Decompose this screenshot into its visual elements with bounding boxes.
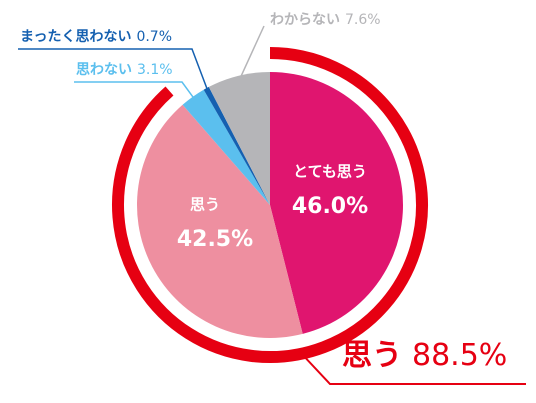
slice-value: 46.0%	[292, 194, 368, 219]
pie-slice	[270, 72, 403, 334]
label-value: 0.7%	[136, 29, 172, 45]
group-ring	[112, 47, 428, 363]
label-name: 思わない	[76, 62, 132, 78]
outside-label: 思わない 3.1%	[76, 62, 173, 78]
leader-line	[18, 48, 209, 93]
label-value: 3.1%	[137, 62, 173, 78]
slice-value: 42.5%	[177, 227, 253, 252]
outside-label: まったく思わない 0.7%	[20, 29, 172, 45]
pie-slice	[208, 72, 270, 205]
annotation-name: 思う	[342, 338, 402, 373]
annotation-line	[299, 351, 526, 385]
slice-label: とても思う	[293, 163, 367, 181]
pie-slice	[182, 89, 270, 205]
label-value: 7.6%	[345, 12, 381, 28]
pie-slice	[136, 104, 303, 338]
label-name: わからない	[270, 12, 340, 28]
slice-label: 思う	[190, 196, 220, 214]
outside-label: わからない 7.6%	[270, 12, 381, 28]
leader-line	[74, 81, 196, 101]
pie-slice	[203, 86, 270, 205]
annotation-label: 思う 88.5%	[342, 338, 507, 373]
annotation-value: 88.5%	[412, 338, 507, 373]
label-name: まったく思わない	[20, 29, 131, 45]
leader-line	[238, 25, 265, 80]
